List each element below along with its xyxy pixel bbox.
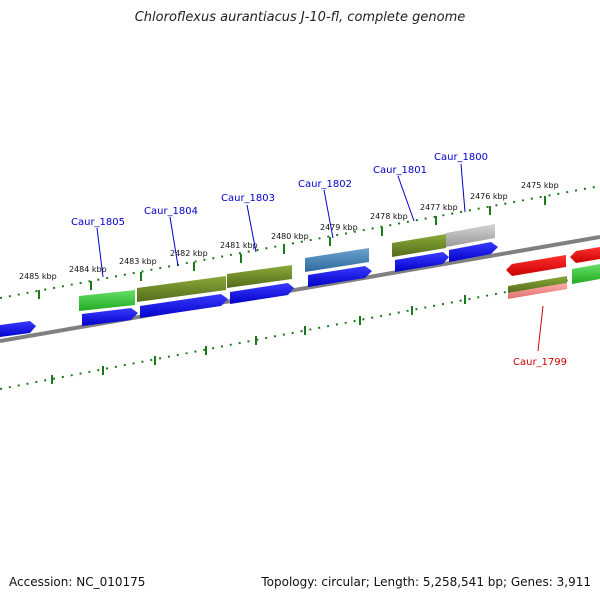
gene-label[interactable]: Caur_1800 <box>434 152 488 163</box>
forward-gene-arrow <box>395 252 449 272</box>
tick-label: 2484 kbp <box>69 265 107 274</box>
tick-label: 2483 kbp <box>119 257 157 266</box>
forward-cds-track <box>0 242 498 337</box>
feature-pink-bar <box>508 283 567 299</box>
tick-label: 2478 kbp <box>370 212 408 221</box>
feature-olive-bar <box>137 276 226 302</box>
gene-label[interactable]: Caur_1804 <box>144 206 198 217</box>
gene-label[interactable]: Caur_1803 <box>221 193 275 204</box>
forward-gene-arrow <box>140 294 228 318</box>
gene-label[interactable]: Caur_1801 <box>373 165 427 176</box>
tick-label: 2479 kbp <box>320 223 358 232</box>
feature-green-bar <box>79 290 135 311</box>
tick-label: 2477 kbp <box>420 203 458 212</box>
feature-olive-bar <box>392 234 446 257</box>
tick-label: 2476 kbp <box>470 192 508 201</box>
tick-label: 2485 kbp <box>19 272 57 281</box>
forward-gene-arrow <box>308 266 372 287</box>
tick-label: 2482 kbp <box>170 249 208 258</box>
gene-label-leaders <box>96 163 544 352</box>
reverse-cds-track <box>506 247 600 299</box>
forward-gene-arrow <box>230 283 294 304</box>
genome-summary-text: Topology: circular; Length: 5,258,541 bp… <box>261 575 591 589</box>
forward-gene-arrow <box>0 321 36 337</box>
map-title: Chloroflexus aurantiacus J-10-fl, comple… <box>134 10 466 25</box>
forward-gene-arrow <box>82 308 138 326</box>
gene-label[interactable]: Caur_1799 <box>513 357 567 368</box>
feature-steelblue-bar <box>305 248 369 272</box>
reverse-gene-arrow <box>506 255 566 276</box>
feature-track-outer <box>79 224 495 311</box>
gene-label[interactable]: Caur_1802 <box>298 179 352 190</box>
reverse-gene-arrow <box>570 247 600 263</box>
outer-major-ticks <box>38 196 546 299</box>
feature-olive-bar <box>508 276 567 293</box>
feature-green-bar <box>572 264 600 284</box>
feature-olive-bar <box>227 265 292 288</box>
tick-label: 2475 kbp <box>521 181 559 190</box>
gene-label[interactable]: Caur_1805 <box>71 217 125 228</box>
feature-gray-bar <box>446 224 495 247</box>
tick-label: 2481 kbp <box>220 241 258 250</box>
accession-text: Accession: NC_010175 <box>9 575 146 589</box>
tick-label: 2480 kbp <box>271 232 309 241</box>
forward-gene-arrow <box>449 242 498 262</box>
